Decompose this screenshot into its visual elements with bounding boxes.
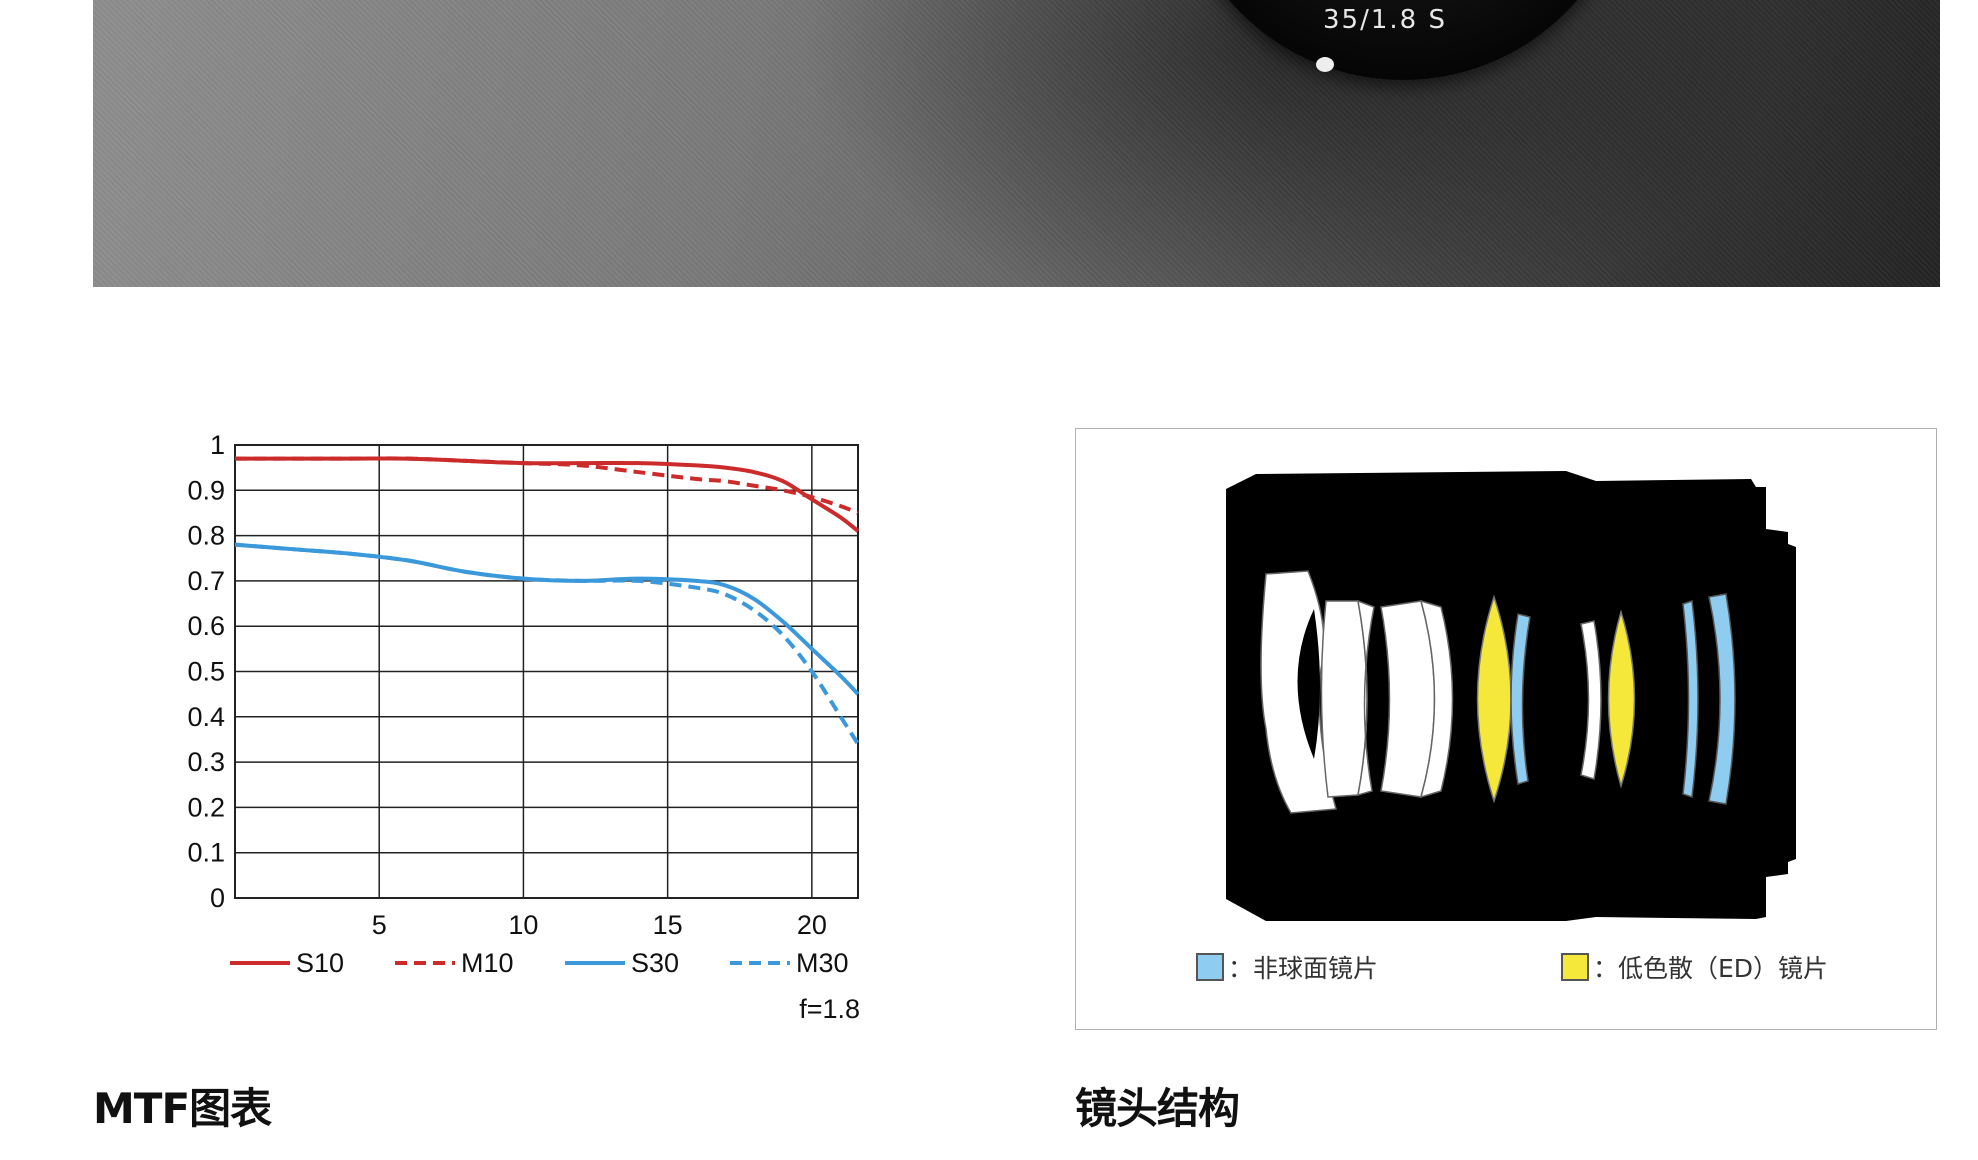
- mtf-series-m10: [234, 456, 859, 515]
- mtf-y-tick-label: 0: [210, 883, 225, 913]
- legend-ed: ：低色散（ED）镜片: [1561, 949, 1828, 985]
- lens-marking: 35/1.8 S: [1323, 5, 1447, 35]
- legend-ed-label: ：低色散（ED）镜片: [1593, 954, 1829, 983]
- legend-aspherical: ：非球面镜片: [1196, 949, 1378, 985]
- mtf-y-tick-label: 0.4: [187, 702, 225, 732]
- lens-element-asph-2: [1682, 599, 1699, 799]
- mtf-y-tick-label: 0.9: [187, 475, 225, 505]
- mtf-series-s30: [234, 542, 860, 696]
- mtf-y-tick-label: 1: [210, 430, 225, 460]
- mtf-series-s10: [234, 456, 860, 533]
- mtf-legend: S10 M10 S30 M30: [230, 948, 849, 978]
- lens-element-ed-1: [1476, 594, 1512, 804]
- lens-mount-dot: [1316, 57, 1334, 72]
- lens-construction-diagram: [1226, 471, 1796, 921]
- mtf-y-tick-label: 0.6: [187, 611, 225, 641]
- mtf-legend-label-m30: M30: [796, 948, 849, 978]
- lens-construction-panel: ：非球面镜片 ：低色散（ED）镜片: [1075, 428, 1937, 1030]
- lens-element-asph-3: [1708, 593, 1736, 805]
- mtf-x-tick-labels: 5 10 15 20: [372, 910, 827, 940]
- mtf-y-tick-label: 0.1: [187, 838, 225, 868]
- mtf-chart-svg: 1 0.9 0.8 0.7 0.6 0.5 0.4 0.3 0.2 0.1 0 5 10 15 20 S1…: [187, 430, 860, 1024]
- mtf-x-tick-label: 15: [653, 910, 683, 940]
- caption-mtf: MTF图表: [93, 1084, 272, 1133]
- mtf-y-tick-label: 0.7: [187, 566, 225, 596]
- mtf-series-lines: [234, 456, 860, 746]
- lens-element-6: [1580, 620, 1602, 780]
- lens-element-3: [1357, 599, 1375, 797]
- mtf-y-tick-label: 0.3: [187, 747, 225, 777]
- mtf-y-tick-label: 0.2: [187, 792, 225, 822]
- aspherical-swatch: [1196, 953, 1224, 981]
- mtf-y-tick-label: 0.5: [187, 657, 225, 687]
- mtf-x-tick-label: 20: [797, 910, 827, 940]
- mtf-legend-label-s10: S10: [296, 948, 344, 978]
- mtf-grid: [234, 444, 859, 899]
- lens-element-2: [1320, 600, 1368, 798]
- mtf-series-m30: [234, 542, 860, 746]
- lens-element-asph-1: [1510, 613, 1531, 785]
- mtf-plot-frame: [234, 444, 859, 899]
- ed-swatch: [1561, 953, 1589, 981]
- mtf-chart: 1 0.9 0.8 0.7 0.6 0.5 0.4 0.3 0.2 0.1 0 5 10 15 20 S1…: [170, 420, 890, 1040]
- mtf-legend-label-s30: S30: [631, 948, 679, 978]
- mtf-x-tick-label: 5: [372, 910, 387, 940]
- lens-element-5: [1419, 599, 1454, 799]
- hero-product-photo: 35/1.8 S: [93, 0, 1940, 287]
- lens-element-1-inner: [1297, 609, 1320, 759]
- hero-texture: [93, 0, 1940, 287]
- mtf-y-tick-labels: 1 0.9 0.8 0.7 0.6 0.5 0.4 0.3 0.2 0.1 0: [187, 430, 225, 913]
- legend-aspherical-label: ：非球面镜片: [1228, 954, 1379, 983]
- lens-element-4: [1380, 600, 1436, 798]
- mtf-aperture-annotation: f=1.8: [799, 994, 860, 1024]
- caption-construction: 镜头结构: [1075, 1084, 1240, 1133]
- mtf-legend-label-m10: M10: [461, 948, 514, 978]
- lens-element-ed-2: [1607, 609, 1636, 789]
- mtf-x-tick-label: 10: [508, 910, 538, 940]
- mtf-y-tick-label: 0.8: [187, 521, 225, 551]
